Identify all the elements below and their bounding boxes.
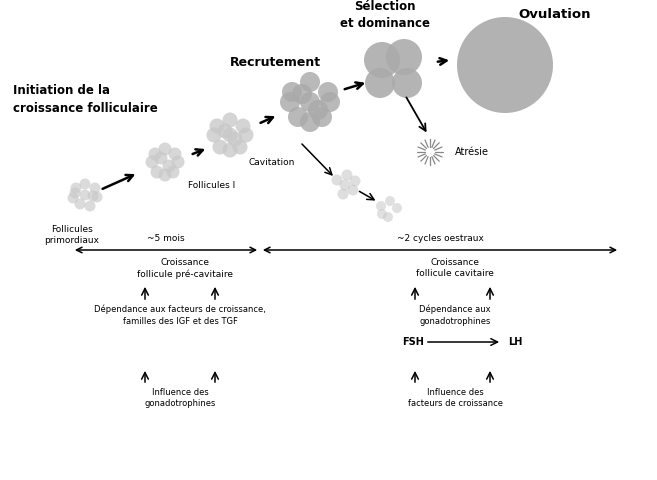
Circle shape xyxy=(282,82,302,102)
Circle shape xyxy=(233,140,248,155)
Circle shape xyxy=(308,100,328,120)
Circle shape xyxy=(238,128,254,143)
Circle shape xyxy=(383,212,393,222)
Circle shape xyxy=(154,152,168,165)
Text: Cavitation: Cavitation xyxy=(249,158,295,167)
Circle shape xyxy=(85,201,95,212)
Text: Follicules I: Follicules I xyxy=(188,180,235,190)
Circle shape xyxy=(320,92,340,112)
Text: ~2 cycles oestraux: ~2 cycles oestraux xyxy=(397,234,484,243)
Circle shape xyxy=(392,203,402,213)
Circle shape xyxy=(300,92,320,112)
Circle shape xyxy=(223,128,237,143)
Circle shape xyxy=(392,68,422,98)
Circle shape xyxy=(340,180,350,191)
Circle shape xyxy=(212,140,227,155)
Circle shape xyxy=(288,107,308,127)
Circle shape xyxy=(79,179,91,190)
Circle shape xyxy=(376,201,386,211)
Text: Recrutement: Recrutement xyxy=(229,56,321,69)
Text: Dépendance aux facteurs de croissance,
familles des IGF et des TGF: Dépendance aux facteurs de croissance, f… xyxy=(94,305,266,325)
Circle shape xyxy=(206,128,221,143)
Circle shape xyxy=(168,147,181,160)
Circle shape xyxy=(318,82,338,102)
Circle shape xyxy=(74,199,85,209)
Text: Follicules
primordiaux: Follicules primordiaux xyxy=(45,225,99,245)
Text: LH: LH xyxy=(508,337,522,347)
Circle shape xyxy=(348,184,359,195)
Circle shape xyxy=(292,84,312,104)
Circle shape xyxy=(223,112,237,128)
Circle shape xyxy=(70,188,81,199)
Text: Ovulation: Ovulation xyxy=(519,9,591,22)
Circle shape xyxy=(386,39,422,75)
Circle shape xyxy=(87,191,99,202)
Circle shape xyxy=(68,192,78,204)
Text: Influence des
facteurs de croissance: Influence des facteurs de croissance xyxy=(407,388,503,408)
Circle shape xyxy=(150,166,164,179)
Circle shape xyxy=(223,143,237,157)
Circle shape xyxy=(79,190,91,201)
Text: Croissance
follicule pré-cavitaire: Croissance follicule pré-cavitaire xyxy=(137,258,233,279)
Circle shape xyxy=(280,92,300,112)
Circle shape xyxy=(312,107,332,127)
Circle shape xyxy=(166,166,179,179)
Circle shape xyxy=(300,72,320,92)
Circle shape xyxy=(158,143,171,156)
Circle shape xyxy=(217,123,233,139)
Circle shape xyxy=(332,175,342,185)
Circle shape xyxy=(171,156,185,168)
Text: Croissance
follicule cavitaire: Croissance follicule cavitaire xyxy=(416,258,494,278)
Text: Dépendance aux
gonadotrophines: Dépendance aux gonadotrophines xyxy=(419,305,491,325)
Text: Initiation de la
croissance folliculaire: Initiation de la croissance folliculaire xyxy=(13,84,158,116)
Text: ~5 mois: ~5 mois xyxy=(147,234,185,243)
Circle shape xyxy=(145,156,158,168)
Circle shape xyxy=(350,176,361,187)
Circle shape xyxy=(148,147,162,160)
Circle shape xyxy=(385,196,395,206)
Circle shape xyxy=(162,159,175,172)
Circle shape xyxy=(300,112,320,132)
Circle shape xyxy=(342,169,353,180)
Text: Sélection
et dominance: Sélection et dominance xyxy=(340,0,430,30)
Circle shape xyxy=(377,209,387,219)
Circle shape xyxy=(91,192,102,203)
Circle shape xyxy=(365,68,395,98)
Circle shape xyxy=(70,182,81,193)
Circle shape xyxy=(338,189,348,200)
Circle shape xyxy=(89,182,101,193)
Circle shape xyxy=(227,132,242,146)
Circle shape xyxy=(235,119,250,133)
Text: Atrésie: Atrésie xyxy=(455,147,489,157)
Circle shape xyxy=(210,119,225,133)
Text: FSH: FSH xyxy=(402,337,424,347)
Text: Influence des
gonadotrophines: Influence des gonadotrophines xyxy=(145,388,215,408)
Circle shape xyxy=(158,168,171,181)
Circle shape xyxy=(457,17,553,113)
Circle shape xyxy=(364,42,400,78)
